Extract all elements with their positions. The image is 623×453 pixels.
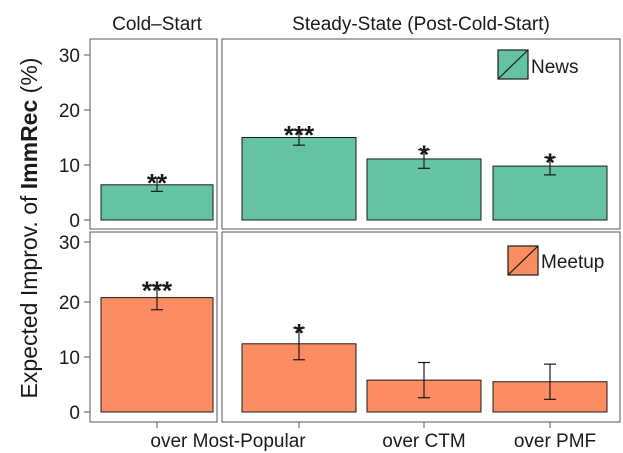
- significance-label: ***: [142, 276, 173, 306]
- legend-label-news: News: [531, 57, 579, 78]
- chart-marks: ****** *****: [100, 120, 608, 413]
- y-axis-news: 0 10 20 30: [59, 46, 90, 232]
- significance-label: *: [419, 140, 430, 170]
- legend-label-meetup: Meetup: [541, 252, 604, 273]
- facet-header-cold-start: Cold–Start: [112, 14, 202, 35]
- y-tick-label: 30: [59, 233, 80, 254]
- y-axis-meetup: 0 10 20 30: [59, 233, 90, 424]
- legend-meetup: Meetup: [507, 245, 604, 276]
- bar-meetup-cold-start-over-most-popular: [100, 297, 214, 413]
- y-tick-label: 20: [59, 101, 80, 122]
- x-tick-label-most-popular: over Most-Popular: [150, 431, 306, 452]
- y-tick-label: 0: [69, 403, 80, 424]
- x-tick-label-ctm: over CTM: [382, 431, 465, 452]
- bar-news-steady-over-ctm: [366, 158, 482, 221]
- bar-news-steady-over-most-popular: [241, 137, 357, 221]
- facet-header-steady-state: Steady-State (Post-Cold-Start): [292, 14, 550, 35]
- significance-label: ***: [284, 120, 315, 150]
- x-tick-label-pmf: over PMF: [514, 431, 596, 452]
- y-tick-label: 10: [59, 156, 80, 177]
- legend-news: News: [497, 49, 579, 80]
- significance-label: **: [147, 168, 168, 198]
- y-tick-label: 30: [59, 46, 80, 67]
- y-tick-label: 10: [59, 348, 80, 369]
- legend-swatch-slash: [507, 245, 539, 276]
- y-axis-label: Expected Improv. of ImmRec (%): [16, 58, 42, 399]
- y-tick-label: 20: [59, 293, 80, 314]
- x-axis: over Most-Popular over CTM over PMF: [150, 422, 596, 452]
- legend-swatch-slash: [497, 49, 529, 80]
- significance-label: *: [545, 147, 556, 177]
- y-tick-label: 0: [69, 211, 80, 232]
- significance-label: *: [294, 318, 305, 348]
